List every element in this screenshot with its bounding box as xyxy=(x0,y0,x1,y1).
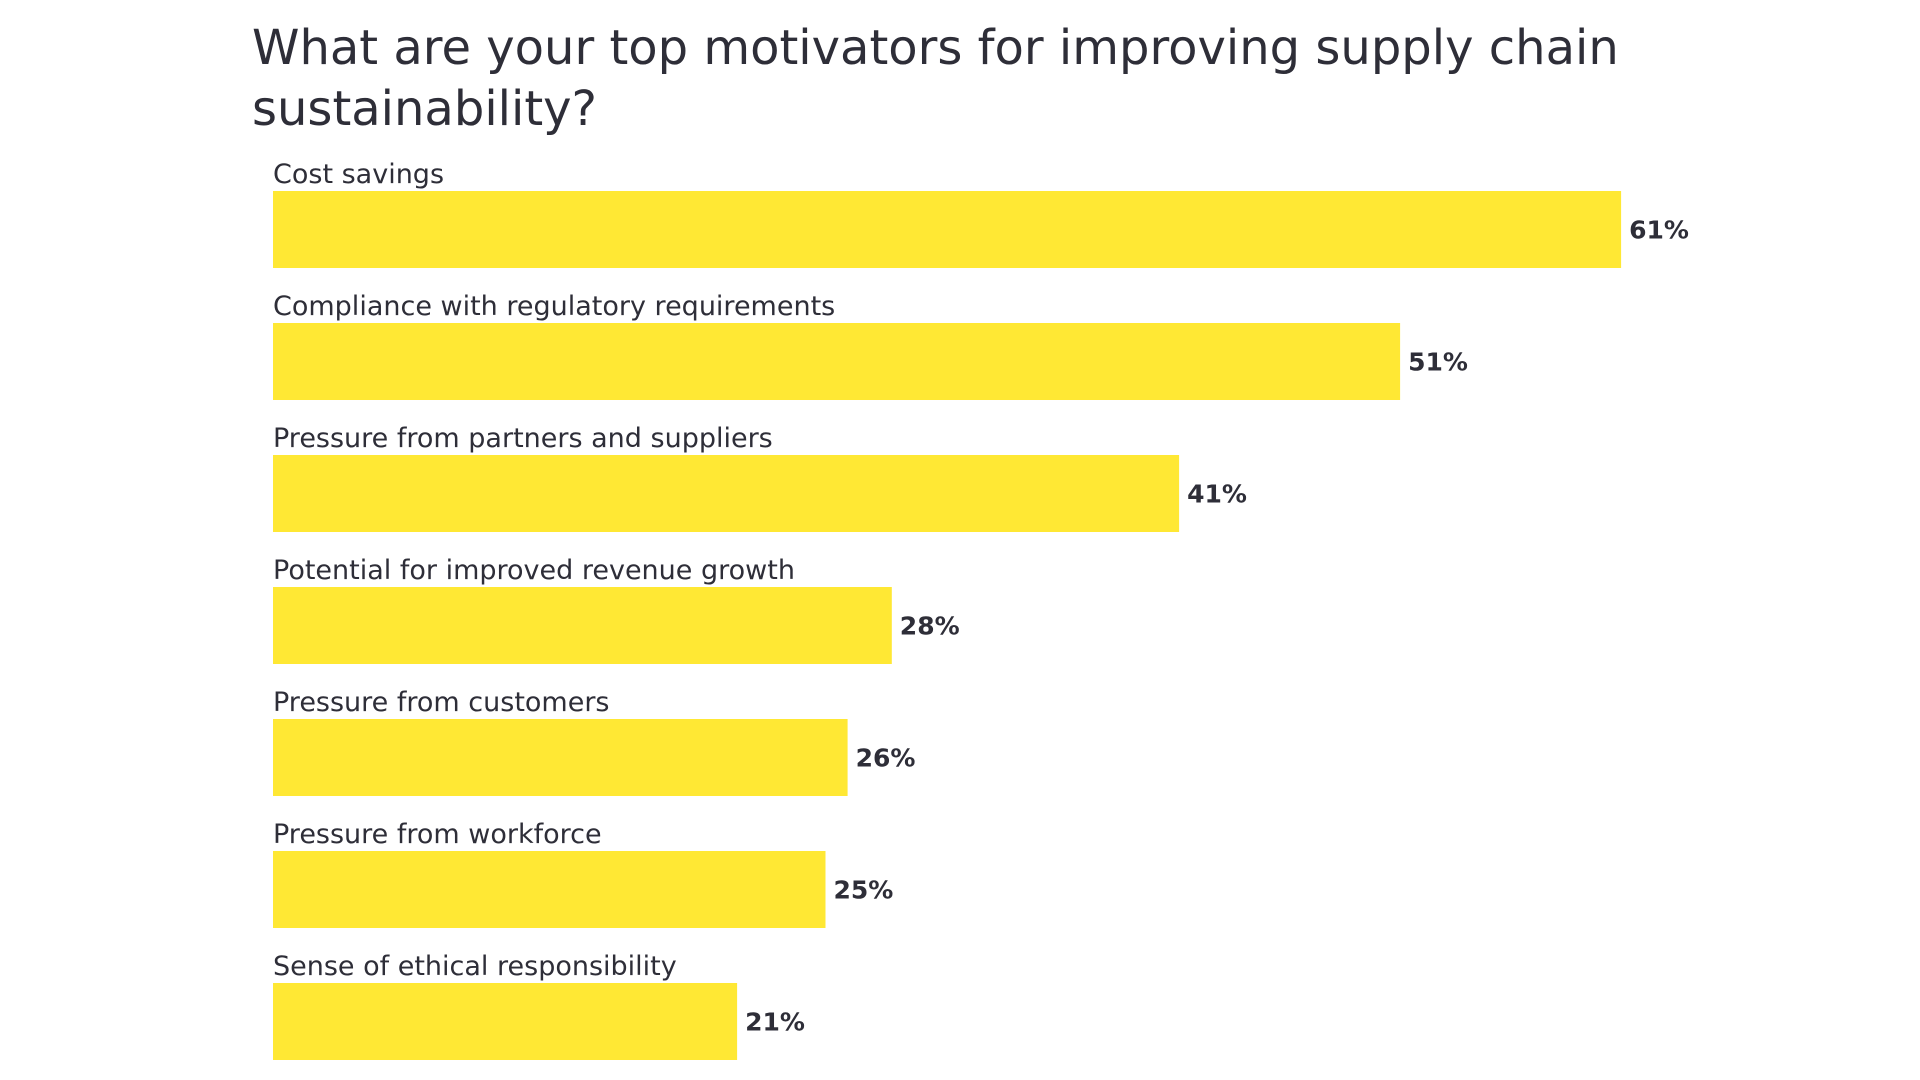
bar xyxy=(273,719,848,796)
category-label: Pressure from workforce xyxy=(273,819,602,850)
value-label: 26% xyxy=(856,744,916,773)
category-label: Compliance with regulatory requirements xyxy=(273,291,835,322)
chart-title: What are your top motivators for improvi… xyxy=(252,20,1619,137)
bar xyxy=(273,191,1622,268)
bar xyxy=(273,455,1180,532)
bar xyxy=(273,851,826,928)
bar xyxy=(273,587,892,664)
category-label: Pressure from customers xyxy=(273,687,610,718)
category-label: Sense of ethical responsibility xyxy=(273,951,677,982)
bar xyxy=(273,323,1401,400)
category-label: Pressure from partners and suppliers xyxy=(273,423,773,454)
value-label: 51% xyxy=(1408,348,1468,377)
value-label: 41% xyxy=(1187,480,1247,509)
value-label: 61% xyxy=(1629,216,1689,245)
value-label: 21% xyxy=(745,1008,805,1037)
category-label: Potential for improved revenue growth xyxy=(273,555,795,586)
value-label: 28% xyxy=(900,612,960,641)
bar xyxy=(273,983,738,1060)
category-label: Cost savings xyxy=(273,159,444,190)
value-label: 25% xyxy=(834,876,894,905)
